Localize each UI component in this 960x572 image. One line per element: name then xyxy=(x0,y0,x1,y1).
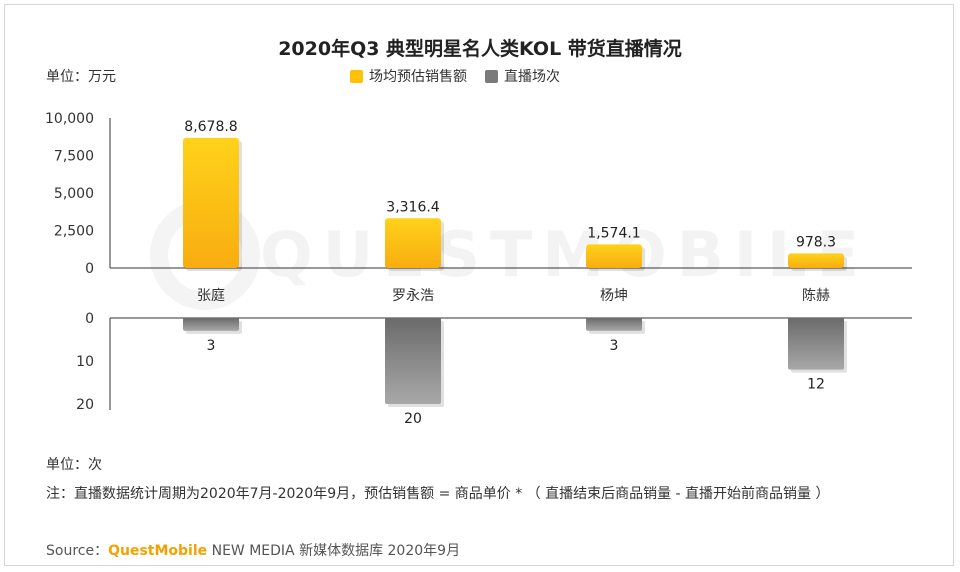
sessions-data-label: 3 xyxy=(207,338,216,354)
chart-frame xyxy=(4,4,954,566)
chart-title: 2020年Q3 典型明星名人类KOL 带货直播情况 xyxy=(278,38,682,60)
sessions-y-tick-label: 20 xyxy=(76,397,94,413)
legend: 场均预估销售额 直播场次 xyxy=(350,66,560,86)
category-label: 陈赫 xyxy=(802,287,830,304)
unit-label-sessions: 单位：次 xyxy=(46,457,102,473)
category-label: 张庭 xyxy=(197,287,225,304)
sales-bar xyxy=(385,218,441,268)
sessions-y-tick-label: 10 xyxy=(76,354,94,370)
sessions-bar xyxy=(788,318,844,370)
watermark-text: QUESTMOBILE xyxy=(260,218,869,291)
legend-swatch-sessions xyxy=(485,69,498,83)
sessions-data-label: 3 xyxy=(610,338,619,354)
source-prefix: Source： xyxy=(46,543,109,559)
legend-label-sales: 场均预估销售额 xyxy=(369,69,467,85)
sessions-chart-group: 0 10 20 3 20 3 12 xyxy=(76,311,912,427)
category-label: 罗永浩 xyxy=(392,288,434,304)
sales-data-label: 8,678.8 xyxy=(184,119,237,135)
sessions-data-label: 20 xyxy=(404,411,422,427)
sales-chart-group: 0 2,500 5,000 7,500 10,000 8,678.8 张庭 3,316.4 罗永… xyxy=(45,111,912,304)
source-brand: QuestMobile xyxy=(108,543,208,559)
sales-bar xyxy=(183,137,239,268)
sales-data-label: 1,574.1 xyxy=(587,225,640,241)
legend-item-sales: 场均预估销售额 xyxy=(350,66,467,86)
sessions-bar xyxy=(385,318,441,404)
source-line: Source：QuestMobile NEW MEDIA 新媒体数据库 2020… xyxy=(46,540,460,560)
sales-y-tick-label: 7,500 xyxy=(54,149,94,165)
sales-y-tick-label: 2,500 xyxy=(54,224,94,240)
sessions-bar xyxy=(586,318,642,331)
unit-label-sales: 单位：万元 xyxy=(46,69,116,85)
sessions-y-tick-label: 0 xyxy=(85,311,94,327)
sales-data-label: 3,316.4 xyxy=(386,199,440,215)
sessions-bar xyxy=(183,318,239,331)
legend-swatch-sales xyxy=(350,69,363,83)
sales-y-tick-label: 10,000 xyxy=(45,111,94,127)
category-label: 杨坤 xyxy=(600,288,628,304)
sales-bar xyxy=(586,244,642,268)
sales-bar xyxy=(788,253,844,268)
legend-label-sessions: 直播场次 xyxy=(504,69,560,85)
sessions-data-label: 12 xyxy=(807,377,825,393)
sales-y-tick-label: 5,000 xyxy=(54,186,94,202)
legend-item-sessions: 直播场次 xyxy=(485,66,560,86)
footnote: 注：直播数据统计周期为2020年7月-2020年9月，预估销售额 = 商品单价 … xyxy=(46,486,830,502)
source-rest: NEW MEDIA 新媒体数据库 2020年9月 xyxy=(207,543,461,559)
sales-data-label: 978.3 xyxy=(796,234,836,250)
sales-y-tick-label: 0 xyxy=(85,261,94,277)
